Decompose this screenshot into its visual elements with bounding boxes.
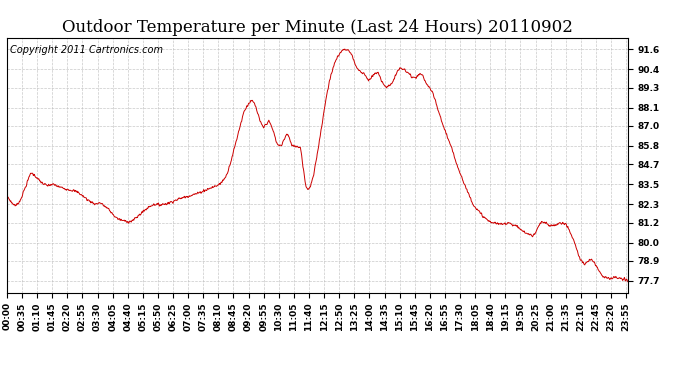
Text: Copyright 2011 Cartronics.com: Copyright 2011 Cartronics.com: [10, 45, 163, 55]
Title: Outdoor Temperature per Minute (Last 24 Hours) 20110902: Outdoor Temperature per Minute (Last 24 …: [62, 19, 573, 36]
